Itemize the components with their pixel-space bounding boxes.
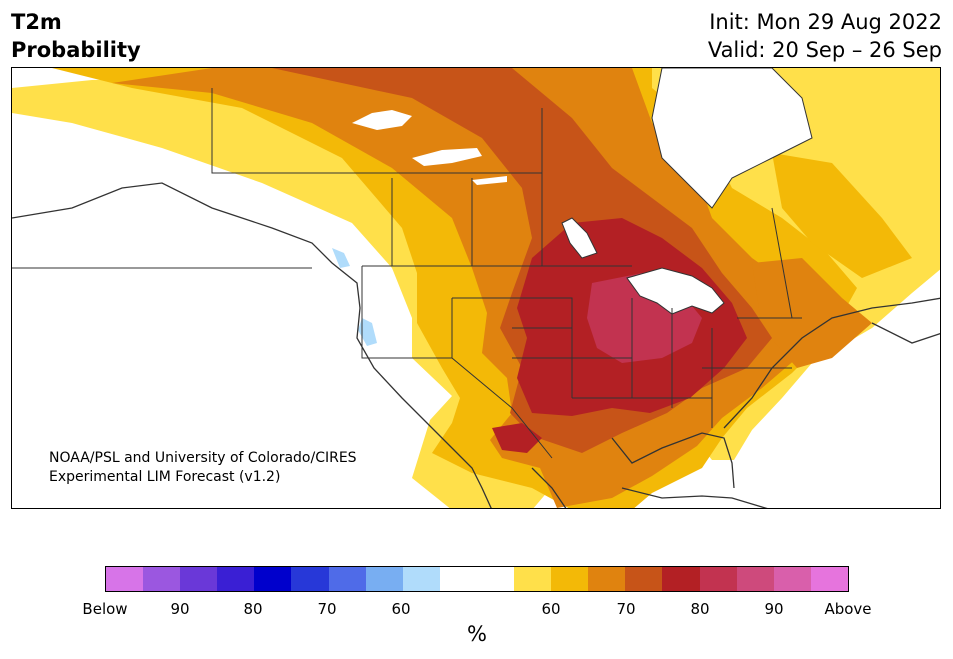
athabasca-lake — [472, 176, 507, 185]
lake-winnipeg — [561, 217, 598, 259]
title-quantity: Probability — [11, 38, 141, 62]
tick-above-80: 80 — [690, 600, 710, 618]
tick-below-90: 90 — [170, 600, 190, 618]
forecast-dates: Init: Mon 29 Aug 2022 Valid: 20 Sep – 26… — [708, 8, 942, 64]
credit-line-1: NOAA/PSL and University of Colorado/CIRE… — [49, 450, 357, 466]
tick-above: Above — [824, 600, 872, 618]
colorbar-swatch — [328, 567, 366, 591]
colorbar-swatch — [106, 567, 144, 591]
colorbar-swatch — [699, 567, 737, 591]
prob-band-gold-east — [772, 153, 912, 278]
tick-below-60: 60 — [391, 600, 411, 618]
political-borders — [12, 88, 802, 459]
tick-above-90: 90 — [764, 600, 784, 618]
tick-below: Below — [82, 600, 128, 618]
colorbar-swatch — [180, 567, 218, 591]
colorbar-swatch — [254, 567, 292, 591]
colorbar-swatch — [773, 567, 811, 591]
colorbar-swatch — [402, 567, 440, 591]
great-slave-lake — [412, 148, 482, 166]
colorbar-swatch — [217, 567, 255, 591]
tick-below-80: 80 — [243, 600, 263, 618]
map-title: T2m Probability — [11, 8, 141, 64]
colorbar-swatch — [662, 567, 700, 591]
title-variable: T2m — [11, 10, 62, 34]
colorbar-swatch — [736, 567, 774, 591]
valid-date: Valid: 20 Sep – 26 Sep — [707, 38, 942, 62]
great-lakes — [626, 267, 725, 315]
colorbar-swatch — [588, 567, 626, 591]
prob-band-light-blue-nw — [332, 248, 350, 268]
colorbar-swatch — [551, 567, 589, 591]
colorbar-swatch — [365, 567, 403, 591]
colorbar-swatch — [810, 567, 848, 591]
colorbar-swatch — [476, 567, 515, 591]
coastlines — [12, 182, 940, 508]
init-date: Init: Mon 29 Aug 2022 — [709, 10, 942, 34]
great-bear-lake — [352, 110, 412, 130]
forecast-map — [11, 67, 941, 509]
colorbar-swatch — [291, 567, 329, 591]
prob-band-orange-east — [752, 258, 872, 368]
tick-below-70: 70 — [317, 600, 337, 618]
hudson-bay — [651, 68, 813, 209]
probability-colorbar — [105, 566, 849, 592]
colorbar-swatch — [143, 567, 181, 591]
data-credit: NOAA/PSL and University of Colorado/CIRE… — [49, 449, 357, 487]
tick-above-60: 60 — [541, 600, 561, 618]
tick-above-70: 70 — [616, 600, 636, 618]
colorbar-unit-label: % — [467, 622, 487, 646]
prob-band-light-blue — [358, 318, 377, 346]
credit-line-2: Experimental LIM Forecast (v1.2) — [49, 469, 281, 485]
map-canvas — [12, 68, 940, 508]
colorbar-swatch — [625, 567, 663, 591]
colorbar-swatch — [439, 567, 477, 591]
colorbar-swatch — [514, 567, 552, 591]
